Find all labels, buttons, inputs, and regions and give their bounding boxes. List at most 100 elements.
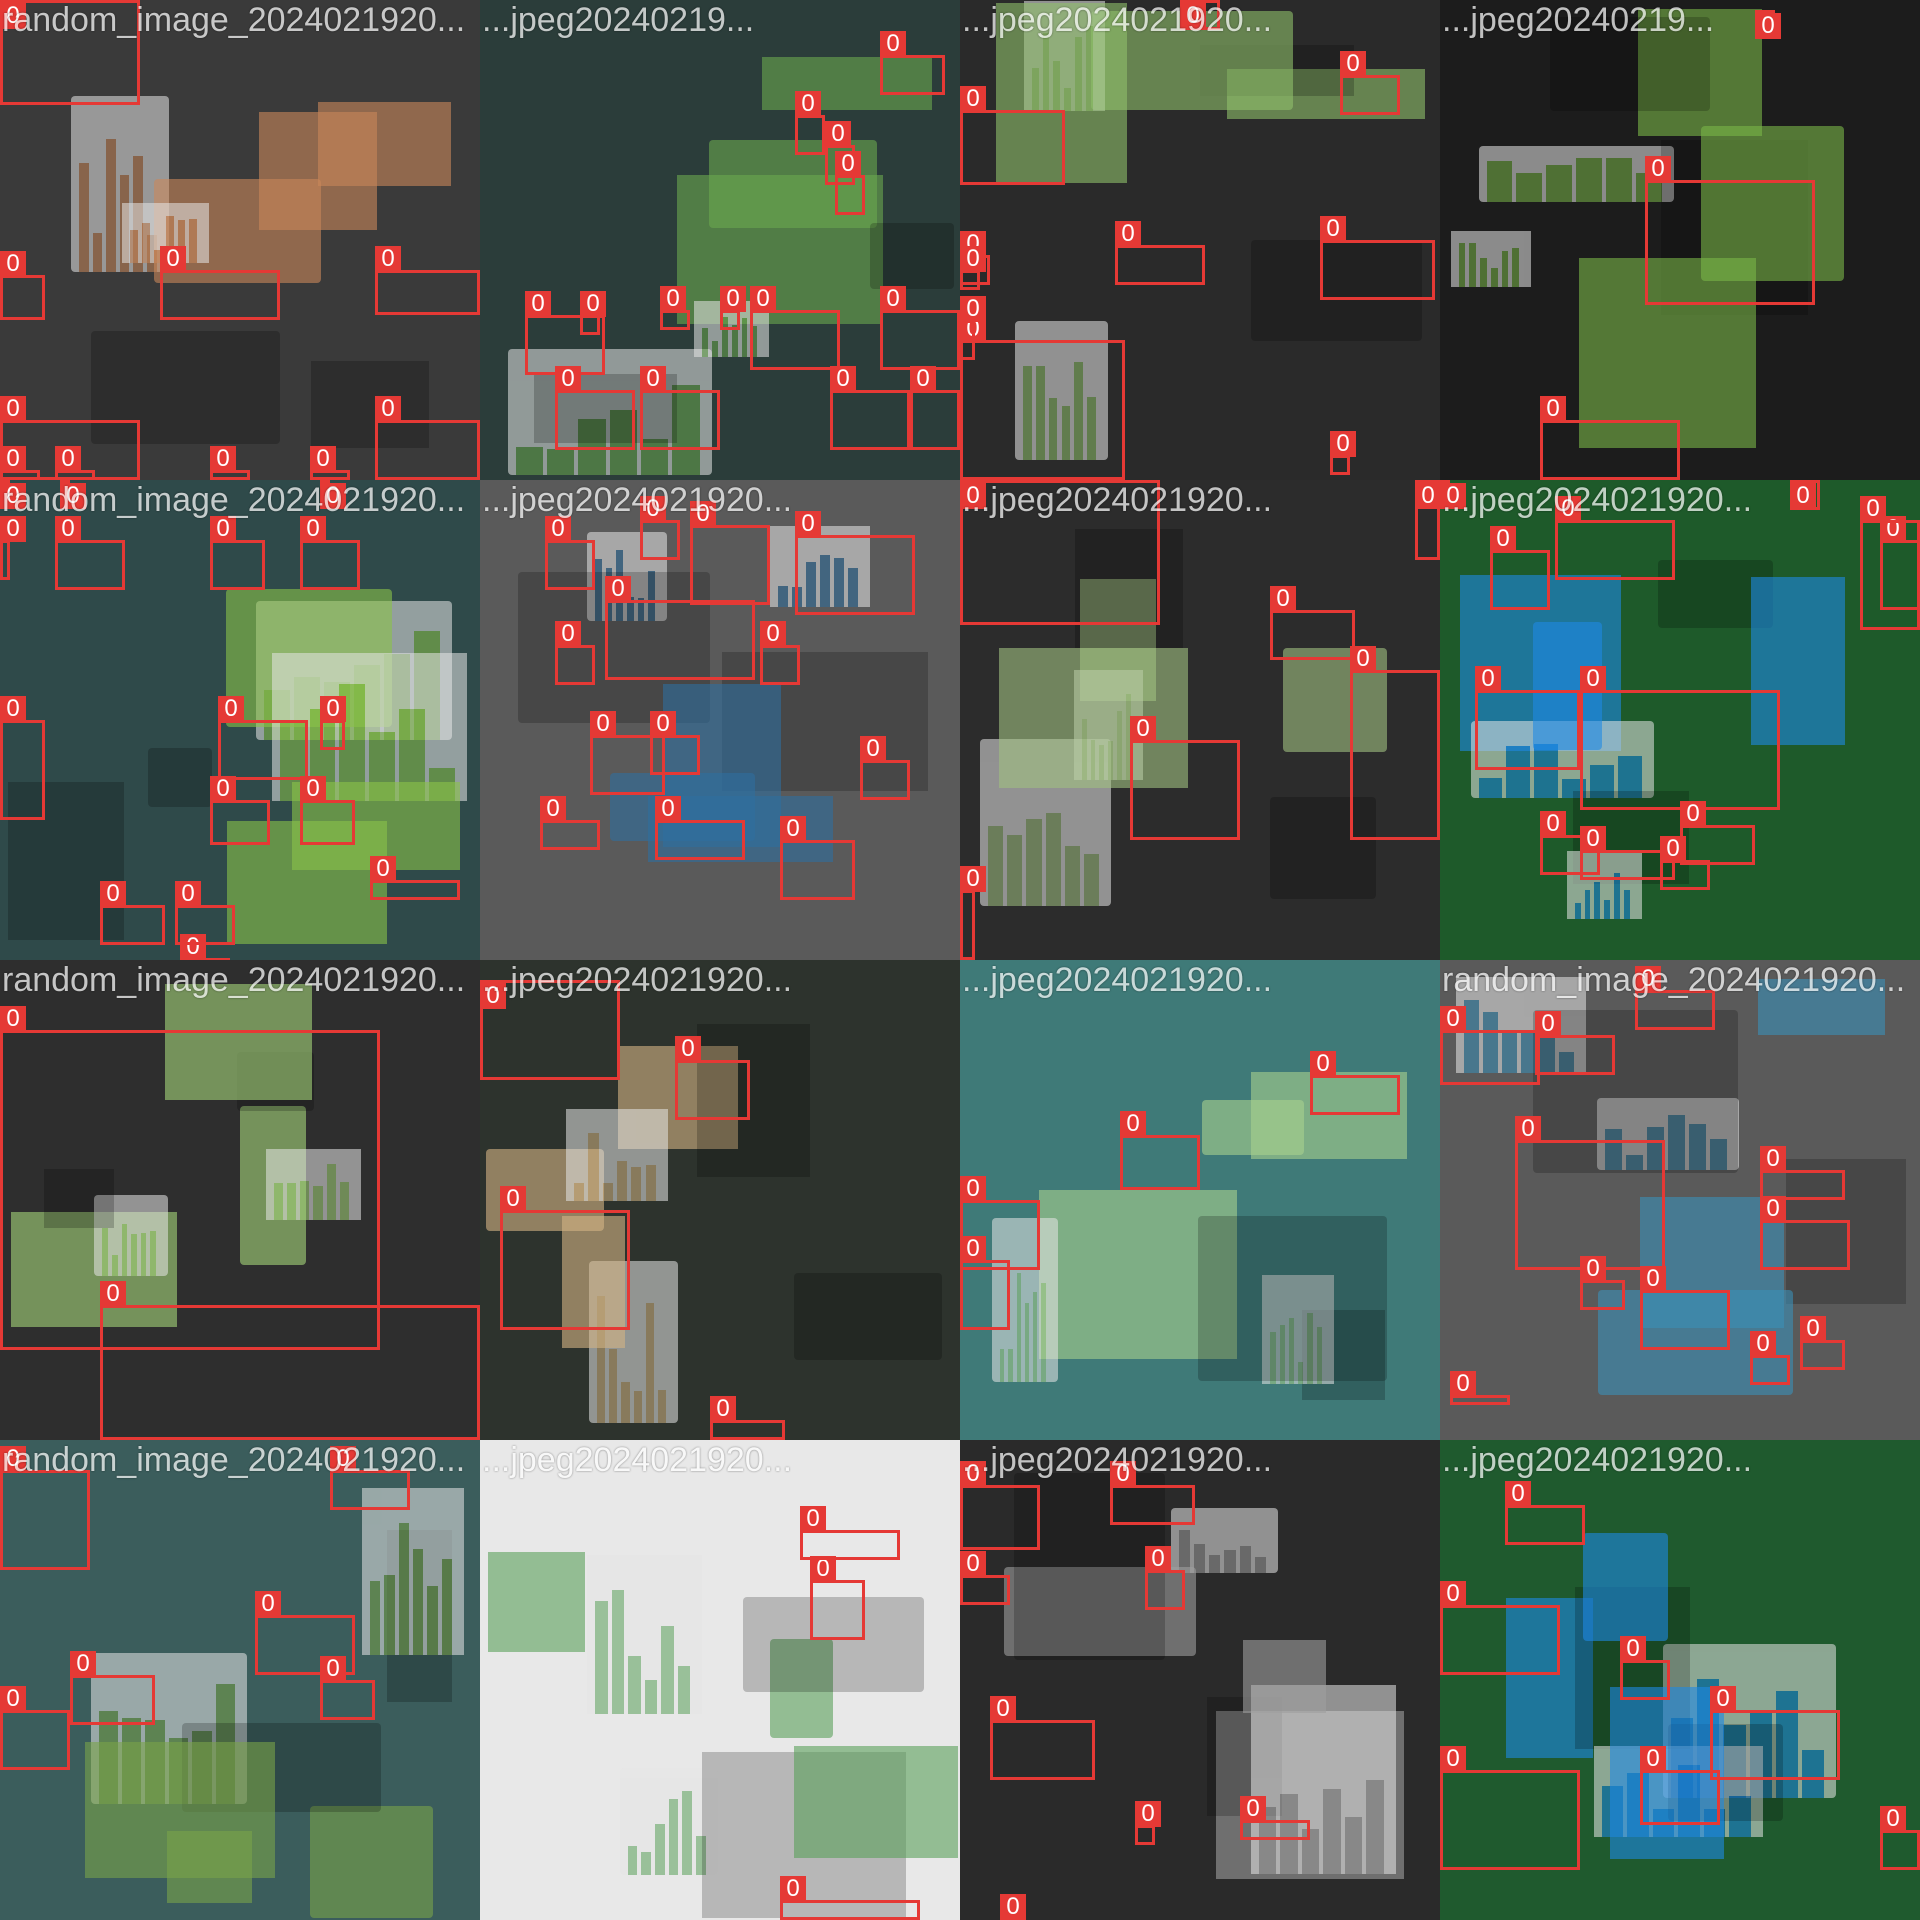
chart-bar (1478, 777, 1503, 798)
chart-bar (668, 1799, 679, 1876)
detection-box: 0 (1540, 811, 1600, 875)
chart-bar (287, 1182, 297, 1221)
chart-bar (1258, 1807, 1277, 1875)
detection-box: 0 (825, 121, 855, 185)
class-label-tag: 0 (710, 1396, 736, 1422)
chart-bar (1086, 396, 1096, 460)
chart-bar (1626, 1155, 1644, 1171)
class-label-tag: 0 (100, 1281, 126, 1307)
class-label-tag: 0 (990, 1696, 1016, 1722)
background-figure (1785, 1159, 1907, 1305)
class-label-tag: 0 (780, 1876, 806, 1902)
detection-box: 0 (780, 1876, 920, 1920)
class-label-tag: 0 (800, 1506, 826, 1532)
chart-bar (1288, 1318, 1295, 1385)
chart-bar (594, 558, 602, 621)
chart-bar (834, 557, 845, 608)
class-label-tag: 0 (655, 796, 681, 822)
class-label-tag: 0 (880, 286, 906, 312)
detection-box: 0 (1580, 826, 1675, 880)
class-label-tag: 0 (1415, 483, 1440, 509)
class-label-tag: 0 (1540, 811, 1566, 837)
background-figure (148, 748, 212, 808)
class-label-tag: 0 (300, 516, 326, 542)
class-label-tag: 0 (0, 516, 26, 542)
mosaic-tile: ...jpeg2024021920... 0 0 0 0 0 0 0 0 0 0 0 0 (1440, 480, 1920, 960)
detection-box: 0 (540, 796, 600, 850)
class-label-tag: 0 (210, 446, 236, 472)
background-figure (870, 223, 955, 290)
chart-bar (141, 223, 150, 263)
chart-bar (1279, 1324, 1285, 1385)
detection-box: 0 (605, 576, 755, 680)
chart-bar (165, 216, 174, 263)
class-label-tag: 0 (0, 1686, 26, 1712)
class-label-tag: 0 (320, 1656, 346, 1682)
detection-box: 0 (1790, 480, 1820, 510)
class-label-tag: 0 (960, 1551, 986, 1577)
mosaic-tile: ...jpeg20240219... 0 0 0 (1440, 0, 1920, 480)
class-label-tag: 0 (1760, 1196, 1786, 1222)
background-figure (1566, 850, 1643, 920)
class-label-tag: 0 (1310, 1051, 1336, 1077)
chart-bar (645, 1303, 654, 1424)
chart-bar (1323, 1788, 1341, 1875)
detection-box: 0 (795, 511, 915, 615)
detection-box: 0 (1540, 396, 1680, 480)
class-label-tag: 0 (1660, 836, 1686, 862)
background-figure (587, 1554, 703, 1715)
background-figure (565, 1108, 668, 1202)
class-label-tag: 0 (255, 1591, 281, 1617)
chart-bar (1729, 1796, 1751, 1838)
chart-bar (633, 1390, 642, 1424)
mosaic-tile: random_image_2024021920... 0 0 (0, 960, 480, 1440)
class-label-tag: 0 (960, 1461, 986, 1487)
class-label-tag: 0 (1645, 156, 1671, 182)
mosaic-tile: ...jpeg2024021920... 0 0 0 (480, 1440, 960, 1920)
detection-box: 0 (690, 501, 770, 605)
chart-bar (1482, 1012, 1498, 1073)
chart-bar (1486, 160, 1513, 203)
detection-box: 0 (55, 516, 125, 590)
class-label-tag: 0 (1535, 1011, 1561, 1037)
detection-box: 0 (160, 246, 280, 320)
background-figure (1269, 796, 1377, 900)
chart-bar (1469, 242, 1477, 288)
chart-bar (696, 1836, 706, 1876)
class-label-tag: 0 (720, 286, 746, 312)
background-figure (996, 3, 1128, 184)
class-label-tag: 0 (310, 446, 336, 472)
class-label-tag: 0 (0, 446, 26, 472)
class-label-tag: 0 (1515, 1116, 1541, 1142)
detection-box: 0 (1640, 1746, 1720, 1825)
class-label-tag: 0 (375, 396, 401, 422)
chart-bar (140, 1232, 147, 1276)
chart-bar (313, 1185, 323, 1221)
chart-bar (616, 1160, 628, 1202)
detection-box: 0 (1180, 0, 1220, 30)
background-figure (992, 1218, 1058, 1383)
detection-box: 0 (960, 866, 986, 960)
detection-box: 0 (330, 1446, 410, 1510)
chart-bar (1458, 242, 1466, 288)
chart-bar (177, 219, 186, 263)
background-figure (1701, 125, 1845, 281)
chart-bar (150, 1231, 157, 1276)
class-label-tag: 0 (1110, 1461, 1136, 1487)
chart-bar (1064, 845, 1080, 907)
detection-box: 0 (1755, 10, 1781, 39)
class-label-tag: 0 (55, 446, 81, 472)
tile-filename-caption: ...jpeg20240219... (482, 1, 755, 39)
chart-bar (721, 317, 728, 358)
chart-bar (1083, 853, 1099, 907)
detection-box: 0 (880, 31, 945, 95)
detection-box: 0 (0, 696, 45, 820)
class-label-tag: 0 (675, 1036, 701, 1062)
detection-box: 0 (990, 1696, 1095, 1780)
chart-bar (1224, 1550, 1236, 1574)
detection-box: 0 (1310, 1051, 1400, 1115)
background-figure (793, 1272, 943, 1361)
background-figure (317, 101, 452, 187)
detection-box: 0 (370, 856, 460, 900)
background-figure (619, 1768, 718, 1876)
